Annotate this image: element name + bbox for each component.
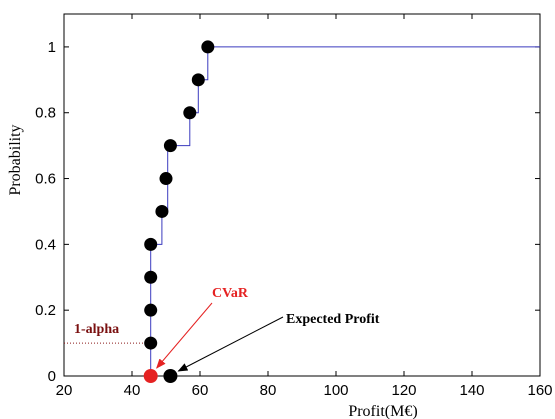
cvar-point xyxy=(143,369,158,383)
x-tick-label: 60 xyxy=(192,382,209,399)
x-tick-label: 160 xyxy=(527,382,552,399)
y-tick-label: 0 xyxy=(48,368,56,385)
scenario-point xyxy=(163,139,177,153)
x-axis-label: Profit(M€) xyxy=(348,403,417,419)
x-tick-label: 140 xyxy=(459,382,484,399)
x-tick-label: 80 xyxy=(260,382,277,399)
scenario-point xyxy=(155,204,169,218)
y-tick-label: 0.4 xyxy=(35,236,56,253)
cvar-arrow xyxy=(156,302,213,369)
y-tick-label: 0.6 xyxy=(35,171,56,188)
plot-area xyxy=(63,13,541,377)
y-axis-label: Probability xyxy=(7,124,24,195)
scenario-point xyxy=(144,270,158,284)
scenario-point xyxy=(144,237,158,251)
one-minus-alpha-label: 1-alpha xyxy=(74,322,119,337)
expected-profit-arrow xyxy=(177,316,284,372)
x-tick-label: 20 xyxy=(56,382,73,399)
axis-ticks xyxy=(63,14,541,377)
scenario-point xyxy=(144,336,158,350)
x-tick-label: 120 xyxy=(391,382,416,399)
scenario-point xyxy=(183,106,197,120)
scenario-point xyxy=(159,172,173,186)
cvar-label: CVaR xyxy=(212,286,249,301)
expected-profit-point xyxy=(163,369,178,383)
axis-tick-labels: 20 40 60 80 100 120 140 160 0 0.2 0.4 0.6 0.8 1 xyxy=(35,39,552,399)
scenario-point xyxy=(144,303,158,317)
y-tick-label: 0.2 xyxy=(35,302,56,319)
expected-profit-label: Expected Profit xyxy=(286,312,380,327)
scenario-point xyxy=(191,73,205,87)
scenario-point xyxy=(201,40,215,54)
y-tick-label: 1 xyxy=(48,39,56,56)
scenario-points xyxy=(144,40,215,350)
x-tick-label: 100 xyxy=(323,382,348,399)
cdf-step-line xyxy=(150,46,540,376)
x-tick-label: 40 xyxy=(124,382,141,399)
y-tick-label: 0.8 xyxy=(35,105,56,122)
